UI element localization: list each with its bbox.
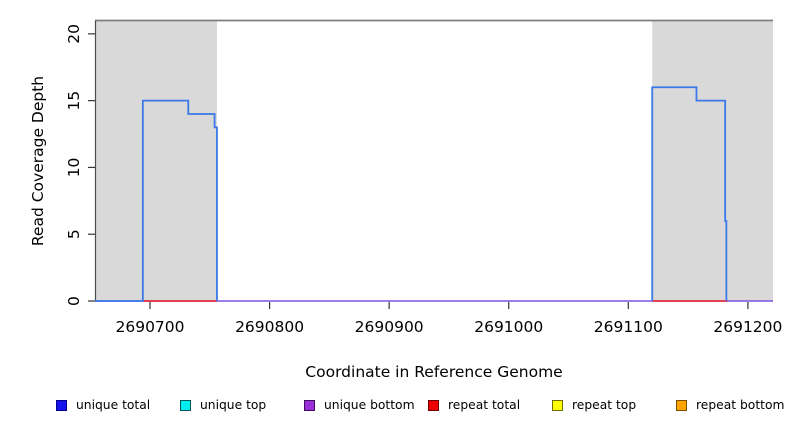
x-tick-label: 2690700 bbox=[115, 318, 184, 336]
legend-label-repeat-total: repeat total bbox=[448, 398, 521, 412]
series-unique-total bbox=[95, 99, 218, 302]
x-tick-label: 2691100 bbox=[594, 318, 663, 336]
legend-item-unique-top: unique top bbox=[180, 399, 304, 412]
legend-swatch-unique-bottom bbox=[304, 400, 315, 411]
legend-item-repeat-top: repeat top bbox=[552, 399, 676, 412]
legend-item-unique-bottom: unique bottom bbox=[304, 399, 428, 412]
legend-swatch-repeat-total bbox=[428, 400, 439, 411]
legend-label-repeat-bottom: repeat bottom bbox=[696, 398, 785, 412]
x-axis-label: Coordinate in Reference Genome bbox=[305, 363, 562, 381]
legend-label-unique-bottom: unique bottom bbox=[324, 398, 415, 412]
x-tick-label: 2691200 bbox=[713, 318, 782, 336]
y-tick-label: 5 bbox=[65, 229, 83, 239]
y-tick-label: 15 bbox=[65, 91, 83, 111]
legend-item-repeat-bottom: repeat bottom bbox=[676, 399, 792, 412]
legend-swatch-unique-top bbox=[180, 400, 191, 411]
x-tick-label: 2690800 bbox=[235, 318, 304, 336]
legend-swatch-repeat-bottom bbox=[676, 400, 687, 411]
legend-label-unique-total: unique total bbox=[76, 398, 151, 412]
y-tick-label: 10 bbox=[65, 158, 83, 178]
legend: unique total unique top unique bottom repea… bbox=[56, 399, 792, 412]
legend-label-repeat-top: repeat top bbox=[572, 398, 637, 412]
x-tick-label: 2690900 bbox=[355, 318, 424, 336]
x-tick-label: 2691000 bbox=[474, 318, 543, 336]
y-tick-label: 20 bbox=[65, 24, 83, 44]
legend-item-repeat-total: repeat total bbox=[428, 399, 552, 412]
shaded-region-right bbox=[652, 20, 773, 301]
legend-label-unique-top: unique top bbox=[200, 398, 267, 412]
legend-swatch-unique-total bbox=[56, 400, 67, 411]
y-axis-label: Read Coverage Depth bbox=[29, 76, 47, 246]
y-tick-label: 0 bbox=[65, 296, 83, 306]
legend-swatch-repeat-top bbox=[552, 400, 563, 411]
series-unique-total bbox=[651, 86, 728, 301]
legend-item-unique-total: unique total bbox=[56, 399, 180, 412]
shaded-region-left bbox=[95, 20, 217, 301]
coverage-plot: 2690700 2690800 2690900 2691000 2691100 26912… bbox=[29, 19, 782, 381]
